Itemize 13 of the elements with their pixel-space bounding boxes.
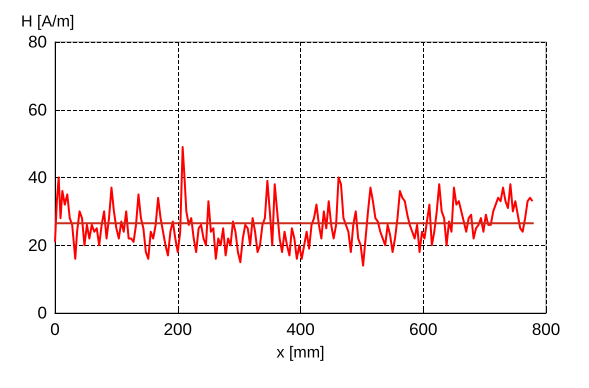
- line-series: [54, 146, 534, 267]
- x-axis-title: x [mm]: [276, 344, 324, 362]
- y-tick-label: 0: [38, 304, 47, 322]
- y-axis-title: H [A/m]: [21, 14, 74, 30]
- y-tick-label: 20: [28, 236, 47, 255]
- x-tick-label: 200: [164, 320, 192, 339]
- y-tick-label: 80: [28, 32, 47, 52]
- x-tick-label: 800: [532, 320, 560, 339]
- x-tick-label: 600: [409, 320, 438, 339]
- x-tick-label: 0: [50, 320, 60, 339]
- y-tick-label: 60: [28, 100, 47, 120]
- x-tick-label: 400: [286, 320, 315, 339]
- y-tick-label: 40: [28, 168, 47, 187]
